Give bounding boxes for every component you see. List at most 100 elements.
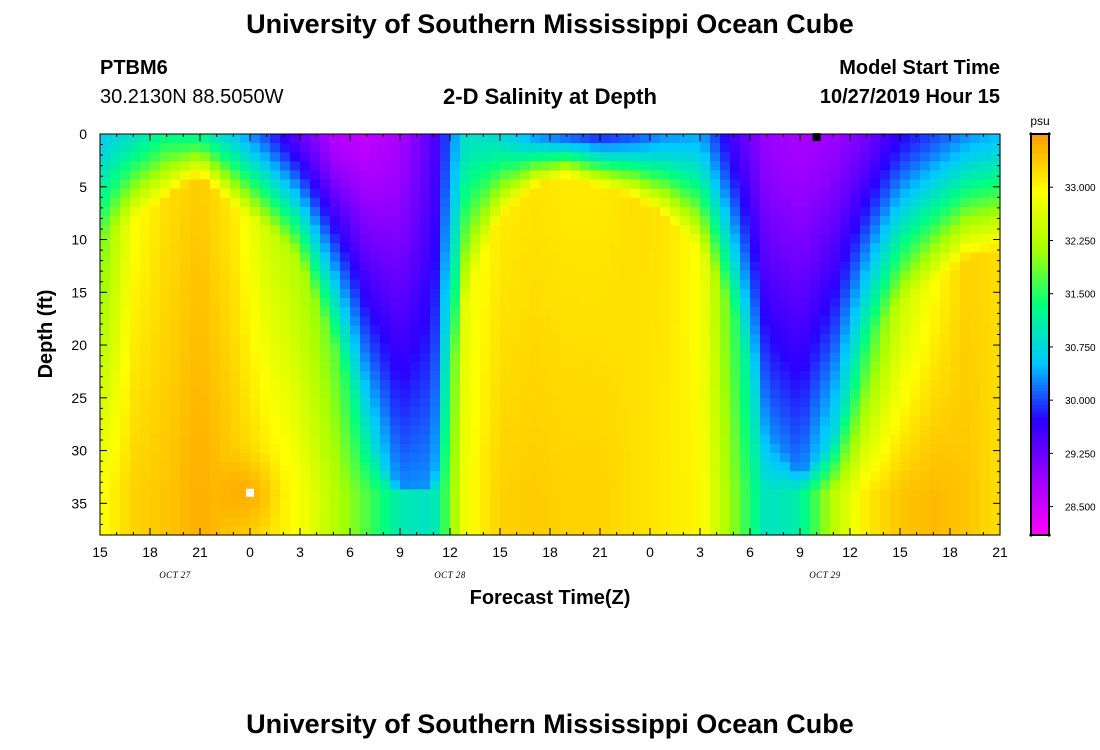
heatmap-cell [730,525,741,536]
heatmap-cell [190,206,201,217]
colorbar-band [1031,428,1049,433]
heatmap-cell [500,188,511,199]
heatmap-cell [140,243,151,254]
heatmap-cell [220,343,231,354]
heatmap-cell [230,389,241,399]
heatmap-cell [530,443,541,454]
heatmap-cell [310,425,321,436]
heatmap-cell [170,279,181,290]
heatmap-cell [830,462,841,472]
heatmap-cell [960,443,971,454]
heatmap-cell [880,252,891,263]
heatmap-cell [630,489,641,500]
heatmap-cell [370,307,381,317]
heatmap-cell [220,352,231,363]
heatmap-cell [950,507,961,518]
heatmap-cell [380,270,391,281]
heatmap-cell [190,288,201,299]
heatmap-cell [480,243,491,254]
heatmap-cell [300,225,311,235]
colorbar-band [1031,244,1049,249]
heatmap-cell [970,243,981,254]
heatmap-cell [180,452,191,463]
heatmap-cell [380,416,391,427]
heatmap-cell [950,443,961,454]
heatmap-cell [400,316,411,326]
heatmap-cell [180,206,191,217]
heatmap-cell [170,243,181,254]
heatmap-cell [790,352,801,363]
heatmap-cell [720,152,731,162]
heatmap-cell [780,434,791,445]
heatmap-cell [230,462,241,472]
colorbar-band [1031,414,1049,419]
heatmap-cell [820,188,831,199]
heatmap-cell [390,443,401,454]
heatmap-cell [370,197,381,208]
heatmap-cell [710,234,721,244]
heatmap-cell [140,443,151,454]
heatmap-cell [420,370,431,381]
heatmap-cell [260,261,271,272]
heatmap-cell [310,498,321,509]
heatmap-cell [590,188,601,199]
heatmap-cell [790,434,801,445]
heatmap-cell [590,298,601,308]
heatmap-cell [410,216,421,226]
heatmap-cell [350,507,361,518]
heatmap-cell [130,161,141,172]
heatmap-cell [660,243,671,254]
heatmap-cell [550,361,561,372]
heatmap-cell [270,480,281,491]
heatmap-cell [300,516,311,527]
heatmap-cell [220,525,231,536]
heatmap-cell [950,425,961,436]
heatmap-cell [500,134,511,144]
heatmap-cell [790,234,801,244]
heatmap-cell [610,462,621,472]
heatmap-cell [330,425,341,436]
heatmap-cell [690,498,701,509]
colorbar-band [1031,441,1049,446]
heatmap-cell [470,498,481,509]
heatmap-cell [880,298,891,308]
heatmap-cell [900,325,911,336]
heatmap-cell [950,316,961,326]
heatmap-cell [770,188,781,199]
heatmap-cell [470,325,481,336]
heatmap-cell [480,452,491,463]
heatmap-cell [670,179,681,190]
heatmap-cell [760,152,771,162]
heatmap-cell [950,325,961,336]
heatmap-cell [960,243,971,254]
heatmap-cell [460,434,471,445]
heatmap-cell [540,216,551,226]
heatmap-cell [560,170,571,181]
heatmap-cell [300,471,311,481]
heatmap-cell [650,525,661,536]
colorbar-band [1031,357,1049,362]
heatmap-cell [640,134,651,144]
heatmap-cell [610,234,621,244]
heatmap-cell [980,452,991,463]
heatmap-cell [440,234,451,244]
heatmap-cell [570,298,581,308]
heatmap-cell [290,489,301,500]
heatmap-cell [120,179,131,190]
heatmap-cell [810,225,821,235]
heatmap-cell [810,370,821,381]
heatmap-cell [290,525,301,536]
heatmap-cell [970,316,981,326]
heatmap-cell [240,507,251,518]
heatmap-cell [930,197,941,208]
heatmap-cell [490,452,501,463]
heatmap-cell [850,489,861,500]
heatmap-cell [570,307,581,317]
heatmap-cell [600,498,611,509]
heatmap-cell [560,143,571,153]
heatmap-cell [960,134,971,144]
heatmap-cell [330,270,341,281]
heatmap-cell [510,507,521,518]
heatmap-cell [570,216,581,226]
heatmap-cell [120,352,131,363]
